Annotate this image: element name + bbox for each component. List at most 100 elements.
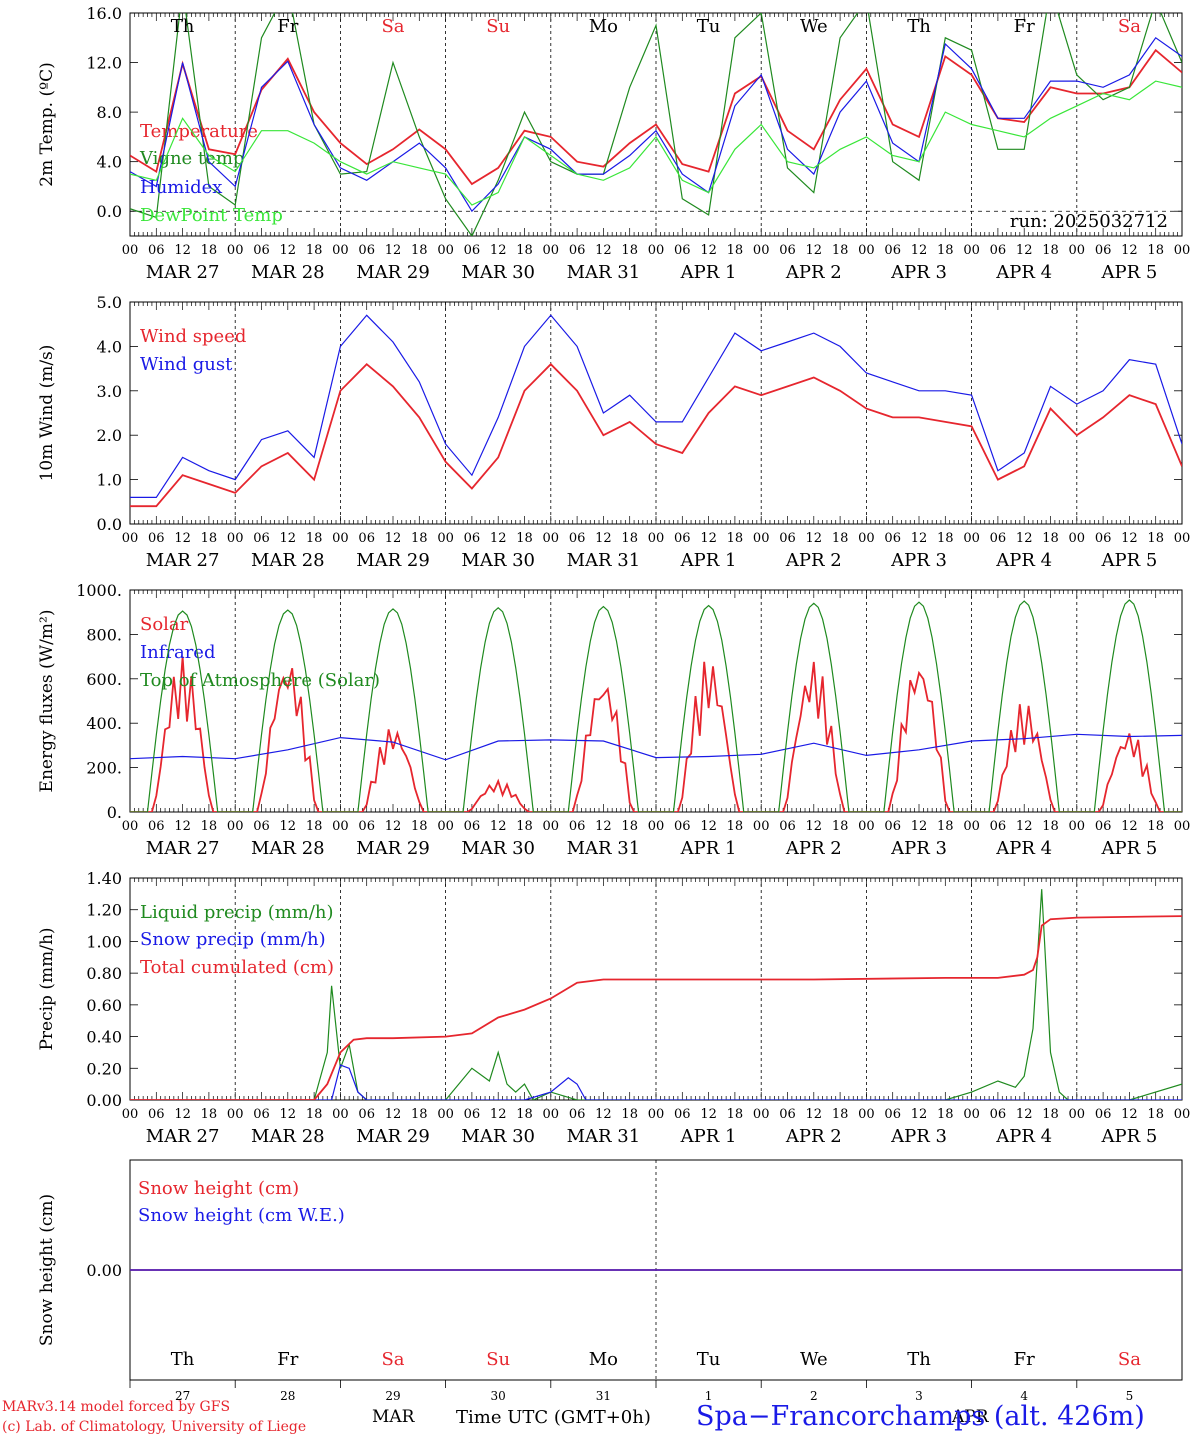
hour-tick-label: 06	[779, 1107, 796, 1122]
hour-tick-label: 06	[990, 819, 1007, 834]
hour-tick-label: 18	[832, 1107, 849, 1122]
day-number-label: 1	[705, 1389, 713, 1403]
hour-tick-label: 18	[306, 819, 323, 834]
hour-tick-label: 12	[700, 819, 717, 834]
legend-entry: Total cumulated (cm)	[140, 957, 334, 978]
y-axis-label: Precip (mm/h)	[37, 927, 57, 1050]
y-tick-label: 3.0	[97, 382, 122, 401]
hour-tick-label: 06	[884, 243, 901, 258]
date-label: APR 2	[785, 550, 842, 571]
y-tick-label: 12.0	[86, 54, 122, 73]
hour-tick-label: 06	[569, 243, 586, 258]
day-number-label: 5	[1126, 1389, 1134, 1403]
hour-tick-label: 06	[148, 819, 165, 834]
date-label: MAR 29	[356, 550, 430, 571]
date-label: APR 1	[680, 262, 737, 283]
hour-tick-label: 00	[963, 531, 980, 546]
weekday-label: We	[800, 16, 828, 37]
hour-tick-label: 06	[779, 531, 796, 546]
hour-tick-label: 12	[1121, 1107, 1138, 1122]
date-label: APR 4	[995, 262, 1052, 283]
hour-tick-label: 00	[437, 1107, 454, 1122]
y-tick-label: 0.80	[86, 964, 122, 983]
date-label: APR 3	[890, 550, 947, 571]
hour-tick-label: 06	[779, 819, 796, 834]
panel-2: 0.0 1.0 2.0 3.0 4.0 5.0 10m Wind (m/s) Wind spe…	[37, 293, 1190, 571]
hour-tick-label: 00	[1069, 819, 1086, 834]
date-label: MAR 28	[251, 262, 325, 283]
y-axis-label: Snow height (cm)	[37, 1194, 57, 1346]
date-label: MAR 30	[461, 550, 535, 571]
hour-tick-label: 00	[1174, 531, 1191, 546]
hour-tick-label: 18	[832, 243, 849, 258]
date-label: APR 3	[890, 838, 947, 859]
panel-1: 0.04.08.012.016.02m Temp. (ºC) Temperatur…	[37, 4, 1190, 283]
hour-tick-label: 06	[253, 531, 270, 546]
hour-tick-label: 00	[543, 1107, 560, 1122]
date-label: APR 1	[680, 838, 737, 859]
hour-tick-label: 12	[174, 819, 191, 834]
weekday-label: Th	[907, 16, 931, 37]
hour-tick-label: 18	[306, 531, 323, 546]
date-label: MAR 27	[146, 1126, 220, 1147]
hour-tick-label: 18	[1042, 531, 1059, 546]
hour-tick-label: 18	[516, 1107, 533, 1122]
hour-tick-label: 06	[990, 243, 1007, 258]
weekday-label: Fr	[1014, 1349, 1035, 1370]
legend-entry: Snow height (cm)	[138, 1178, 299, 1199]
hour-tick-label: 06	[990, 1107, 1007, 1122]
hour-tick-label: 06	[1095, 243, 1112, 258]
date-label: MAR 31	[567, 262, 641, 283]
day-number-label: 28	[280, 1389, 295, 1403]
hour-tick-label: 00	[1069, 1107, 1086, 1122]
date-label: MAR 29	[356, 262, 430, 283]
hour-tick-label: 00	[648, 819, 665, 834]
hour-tick-label: 00	[963, 819, 980, 834]
hour-tick-label: 00	[227, 531, 244, 546]
hour-tick-label: 06	[569, 531, 586, 546]
weekday-label: Mo	[589, 1349, 618, 1370]
day-number-label: 29	[385, 1389, 400, 1403]
hour-tick-label: 00	[332, 819, 349, 834]
legend-entry: Infrared	[140, 642, 215, 663]
hour-tick-label: 12	[280, 531, 297, 546]
date-label: MAR 27	[146, 838, 220, 859]
weekday-label: Tu	[697, 16, 721, 37]
y-axis-label: 2m Temp. (ºC)	[37, 62, 57, 187]
date-label: MAR 31	[567, 1126, 641, 1147]
hour-tick-label: 06	[253, 1107, 270, 1122]
date-label: APR 2	[785, 838, 842, 859]
panel-4: 0.00 0.20 0.40 0.60 0.80 1.00 1.20 1.40 Precip (…	[37, 869, 1190, 1147]
y-tick-label: 0.0	[97, 202, 122, 221]
hour-tick-label: 12	[174, 243, 191, 258]
hour-tick-label: 06	[464, 819, 481, 834]
y-tick-label: 0.40	[86, 1028, 122, 1047]
hour-tick-label: 00	[437, 243, 454, 258]
hour-tick-label: 18	[727, 531, 744, 546]
y-tick-label: 400.	[86, 714, 122, 733]
date-label: MAR 31	[567, 838, 641, 859]
hour-tick-label: 00	[122, 819, 139, 834]
hour-tick-label: 12	[280, 243, 297, 258]
hour-tick-label: 18	[1147, 1107, 1164, 1122]
hour-tick-label: 18	[516, 531, 533, 546]
weekday-label: Sa	[381, 16, 404, 37]
hour-tick-label: 06	[674, 819, 691, 834]
hour-tick-label: 12	[174, 531, 191, 546]
y-tick-label: 0.0	[97, 515, 122, 534]
hour-tick-label: 12	[174, 1107, 191, 1122]
hour-tick-label: 06	[358, 531, 375, 546]
date-label: MAR 30	[461, 262, 535, 283]
date-label: APR 3	[890, 1126, 947, 1147]
hour-tick-label: 12	[1121, 531, 1138, 546]
hour-tick-label: 18	[201, 1107, 218, 1122]
y-tick-label: 5.0	[97, 293, 122, 312]
hour-tick-label: 06	[884, 819, 901, 834]
hour-tick-label: 12	[385, 1107, 402, 1122]
hour-tick-label: 18	[411, 243, 428, 258]
y-tick-label: 800.	[86, 625, 122, 644]
y-tick-label: 1.40	[86, 869, 122, 888]
hour-tick-label: 06	[148, 531, 165, 546]
hour-tick-label: 18	[1042, 243, 1059, 258]
hour-tick-label: 18	[727, 243, 744, 258]
